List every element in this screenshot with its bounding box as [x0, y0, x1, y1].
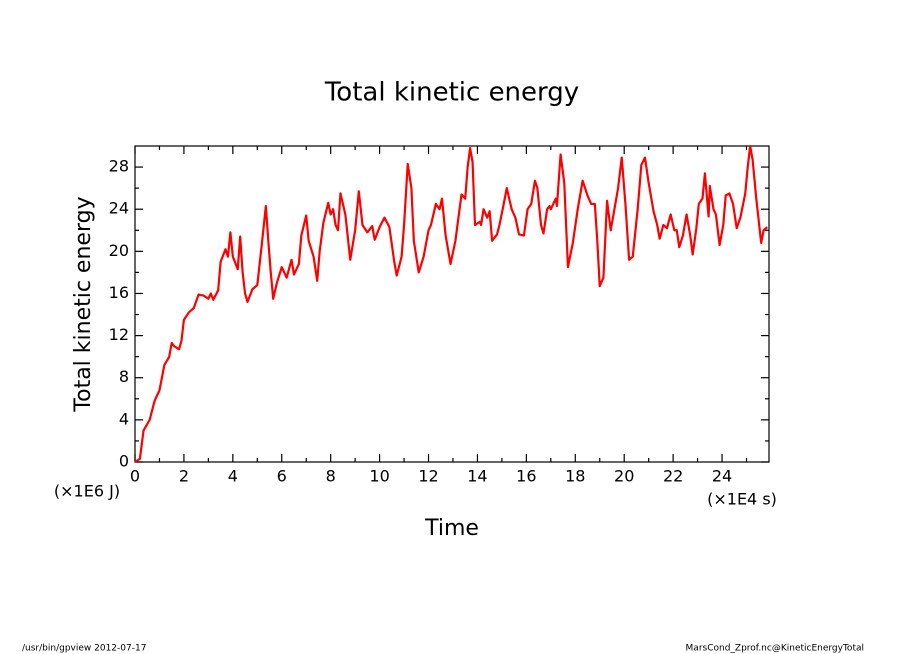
- y-tick-label: 8: [119, 367, 129, 386]
- footer-right: MarsCond_Zprof.nc@KineticEnergyTotal: [686, 644, 864, 654]
- x-tick-label: 16: [516, 467, 536, 486]
- y-unit: (×1E6 J): [54, 482, 120, 501]
- plot-frame: [134, 145, 770, 463]
- x-tick-label: 20: [614, 467, 634, 486]
- x-tick-label: 24: [712, 467, 732, 486]
- x-unit: (×1E4 s): [707, 490, 777, 509]
- chart-title: Total kinetic energy: [324, 78, 579, 108]
- x-tick-label: 0: [130, 467, 140, 486]
- x-tick-label: 14: [467, 467, 487, 486]
- x-tick-label: 4: [228, 467, 238, 486]
- y-axis-label: Total kinetic energy: [71, 196, 96, 412]
- y-tick-label: 16: [109, 283, 129, 302]
- y-tick-label: 0: [119, 452, 129, 471]
- x-tick-label: 22: [663, 467, 683, 486]
- footer-left: /usr/bin/gpview 2012-07-17: [22, 644, 146, 654]
- x-axis-label: Time: [424, 516, 479, 541]
- data-line: [134, 144, 769, 463]
- x-tick-label: 18: [565, 467, 585, 486]
- y-tick-label: 20: [109, 241, 129, 260]
- x-tick-label: 12: [418, 467, 438, 486]
- x-tick-label: 10: [369, 467, 389, 486]
- y-tick-label: 4: [119, 409, 129, 428]
- x-tick-label: 6: [277, 467, 287, 486]
- x-tick-label: 8: [326, 467, 336, 486]
- y-tick-label: 28: [109, 157, 129, 176]
- y-tick-label: 12: [109, 325, 129, 344]
- x-tick-label: 2: [179, 467, 189, 486]
- y-tick-label: 24: [109, 199, 129, 218]
